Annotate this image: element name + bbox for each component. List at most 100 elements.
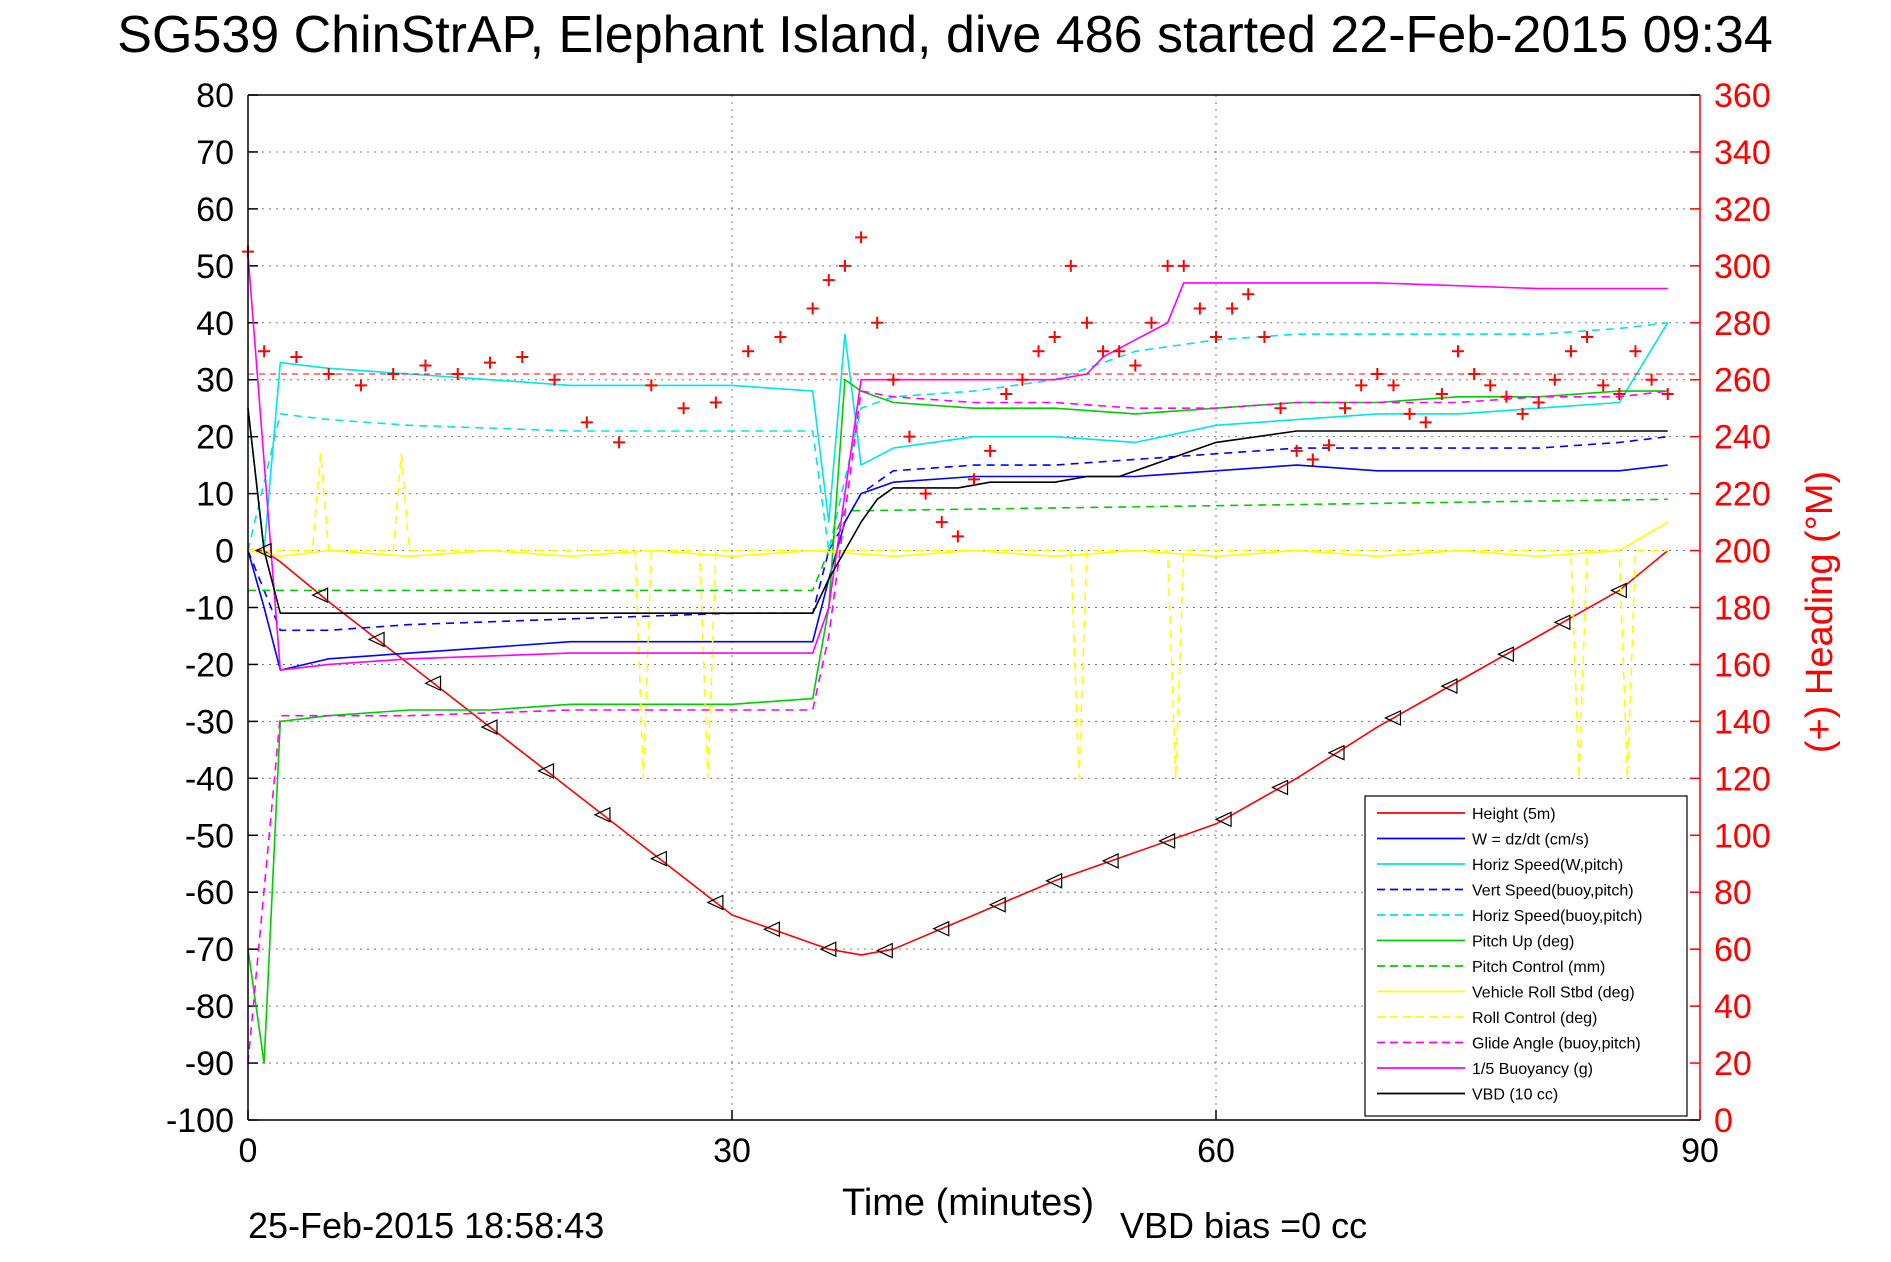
series-height-5m [248,549,1669,956]
y-right-tick-label: 340 [1714,134,1771,172]
series-1-5-buoyancy-g [247,254,1668,671]
heading-marker [822,274,835,287]
heading-marker [548,373,561,386]
heading-marker [1661,387,1674,400]
heading-marker [613,436,626,449]
heading-marker [290,350,303,363]
legend-label: Pitch Up (deg) [1472,934,1574,951]
y-right-tick-label: 280 [1714,305,1771,343]
height-marker [1440,678,1458,695]
legend-label: VBD (10 cc) [1472,1087,1558,1104]
legend: Height (5m) W = dz/dt (cm/s) Horiz Speed(W… [1364,795,1688,1117]
heading-marker [919,487,932,500]
y-right-tick-label: 40 [1714,988,1752,1026]
height-marker [706,894,724,911]
y-tick-label: 40 [196,305,234,343]
legend-label: Pitch Control (mm) [1472,959,1605,976]
height-marker [254,542,272,559]
heading-marker [968,473,980,486]
heading-marker [1645,373,1658,386]
y-right-tick-label: 160 [1714,646,1771,684]
heading-marker [1387,379,1400,392]
legend-label: Horiz Speed(W,pitch) [1472,857,1623,874]
x-tick-label: 60 [1197,1132,1235,1170]
y-tick-label: -40 [185,760,234,798]
height-marker [819,941,837,958]
series-horiz-speed-buoy-pitch [247,322,1668,552]
heading-marker [1242,288,1255,301]
heading-marker [645,379,658,392]
heading-marker [484,356,496,369]
y-right-tick-label: 140 [1714,703,1771,741]
heading-marker [516,350,529,363]
y-right-tick-label: 300 [1714,248,1771,286]
heading-marker [1016,373,1029,386]
height-marker [311,587,329,604]
height-marker [988,896,1006,913]
heading-marker [935,516,948,529]
heading-marker [1080,316,1093,329]
heading-marker [871,316,884,329]
heading-marker [855,231,868,244]
height-marker [1214,811,1232,828]
y-tick-label: 50 [196,248,234,286]
heading-marker [1113,345,1126,358]
heading-marker [1210,331,1222,344]
heading-marker [1258,331,1271,344]
y-right-tick-label: 0 [1714,1102,1733,1140]
heading-marker [1129,359,1142,372]
y-right-tick-label: 320 [1714,191,1771,229]
heading-marker [354,379,367,392]
height-marker [424,675,442,692]
y-right-tick-label: 260 [1714,362,1771,400]
series-vehicle-roll-stbd-deg [247,521,1669,558]
heading-marker [1161,259,1174,272]
heading-marker [1048,331,1061,344]
series-pitch-up-deg [247,378,1668,1064]
height-marker [649,850,667,867]
height-marker [1045,872,1063,889]
heading-marker [1419,416,1432,429]
height-marker [762,921,780,938]
y-right-tick-label: 240 [1714,419,1771,457]
height-triangle-markers [254,542,1627,959]
chart-title: SG539 ChinStrAP, Elephant Island, dive 4… [117,6,1772,64]
y-tick-label: 30 [196,362,234,400]
series-roll-control-deg [248,452,1668,780]
series-heading-m [242,231,1674,543]
legend-label: Horiz Speed(buoy,pitch) [1472,908,1642,925]
height-marker [1553,614,1571,631]
heading-marker [1097,345,1110,358]
height-marker [1384,710,1402,726]
heading-marker [1032,345,1045,358]
heading-marker [677,402,690,415]
heading-marker [1193,302,1206,315]
x-tick-label: 90 [1681,1132,1719,1170]
heading-marker [887,373,900,386]
heading-marker [1532,396,1545,409]
heading-marker [258,345,271,358]
footer-timestamp: 25-Feb-2015 18:58:43 [248,1205,604,1246]
height-marker [1496,646,1514,663]
heading-marker [1274,402,1287,415]
height-marker [1271,779,1289,796]
heading-marker [903,430,916,443]
y-tick-label: 10 [196,476,234,514]
series-glide-angle-buoy-pitch [247,390,1668,1064]
y-right-tick-label: 360 [1714,77,1771,115]
heading-marker [1322,439,1335,452]
y-right-tick-label: 100 [1714,817,1771,855]
heading-marker [838,259,851,272]
height-marker [1158,833,1176,849]
y-tick-label: 70 [196,134,234,172]
heading-marker [774,331,787,344]
height-marker [480,719,498,736]
heading-marker [1613,387,1626,400]
y-right-tick-label: 180 [1714,590,1771,628]
legend-label: W = dz/dt (cm/s) [1472,832,1589,849]
height-marker [1101,852,1119,869]
heading-marker [806,302,819,315]
heading-marker [1145,316,1158,329]
legend-label: Glide Angle (buoy,pitch) [1472,1036,1641,1053]
heading-marker [1306,453,1319,466]
